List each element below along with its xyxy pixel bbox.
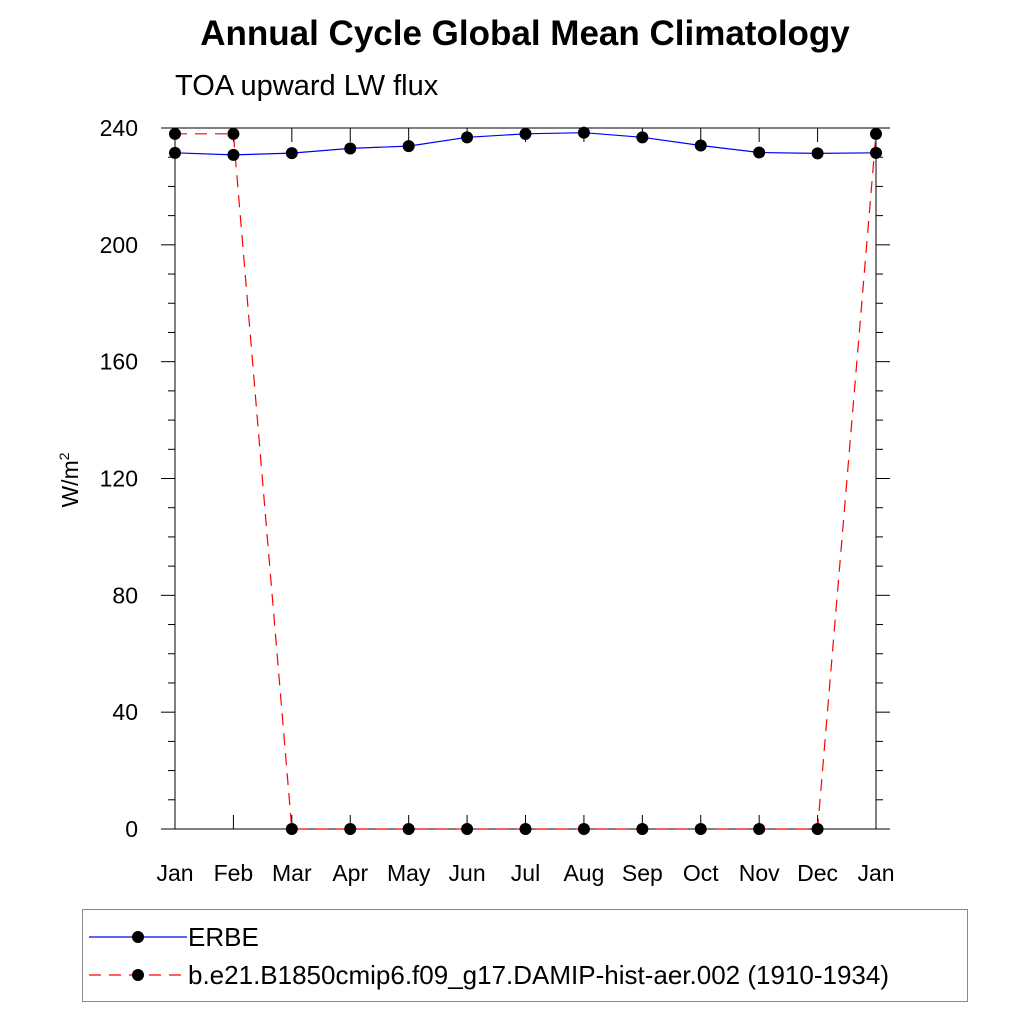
x-tick-label: Aug <box>563 860 604 886</box>
data-point-series-0 <box>636 131 649 144</box>
y-tick-label: 200 <box>100 232 138 258</box>
data-point-series-0 <box>753 146 766 159</box>
x-tick-label: Nov <box>739 860 780 886</box>
data-point-series-1 <box>461 823 474 835</box>
legend-item-erbe: ERBE <box>83 919 969 955</box>
data-point-series-1 <box>636 823 649 835</box>
legend-marker-model <box>89 969 187 981</box>
x-tick-label: Apr <box>332 860 368 886</box>
y-tick-label: 80 <box>112 582 138 608</box>
data-point-series-0 <box>344 142 357 155</box>
x-tick-label: Oct <box>683 860 719 886</box>
legend-marker-erbe <box>89 931 187 943</box>
y-tick-label: 0 <box>125 816 138 842</box>
x-tick-label: Dec <box>797 860 838 886</box>
data-point-series-1 <box>169 127 181 140</box>
y-tick-label: 40 <box>112 699 138 725</box>
x-tick-label: Jan <box>156 860 193 886</box>
data-point-series-1 <box>753 823 766 835</box>
x-tick-label: Jan <box>857 860 894 886</box>
data-point-series-0 <box>870 146 882 159</box>
data-point-series-1 <box>344 823 357 835</box>
data-point-series-0 <box>285 147 298 160</box>
legend-label-erbe: ERBE <box>188 922 259 952</box>
data-point-series-0 <box>519 127 532 140</box>
y-tick-label: 160 <box>100 349 138 375</box>
data-point-series-1 <box>519 823 532 835</box>
data-point-series-1 <box>811 823 824 835</box>
data-point-series-0 <box>811 147 824 160</box>
x-tick-label: Jul <box>511 860 540 886</box>
chart-title: Annual Cycle Global Mean Climatology <box>200 14 850 53</box>
y-tick-label: 120 <box>100 466 138 492</box>
x-tick-label: May <box>387 860 431 886</box>
y-tick-label: 240 <box>100 115 138 141</box>
data-point-series-1 <box>694 823 707 835</box>
x-tick-label: Sep <box>622 860 663 886</box>
series-line-1 <box>175 133 877 830</box>
x-tick-label: Feb <box>214 860 254 886</box>
x-tick-label: Jun <box>449 860 486 886</box>
x-tick-label: Mar <box>272 860 312 886</box>
data-point-series-0 <box>577 126 590 139</box>
data-point-series-1 <box>285 823 298 835</box>
chart-subtitle: TOA upward LW flux <box>175 70 439 102</box>
data-point-series-1 <box>227 127 240 140</box>
data-point-series-1 <box>577 823 590 835</box>
legend: ERBE b.e21.B1850cmip6.f09_g17.DAMIP-hist… <box>82 909 968 1002</box>
y-axis-label: W/m2 <box>56 452 83 507</box>
data-point-series-0 <box>694 139 707 152</box>
data-point-series-0 <box>461 131 474 144</box>
plot-frame <box>174 127 877 830</box>
data-point-series-1 <box>402 823 415 835</box>
legend-item-model: b.e21.B1850cmip6.f09_g17.DAMIP-hist-aer.… <box>83 957 969 993</box>
y-axis-label-superscript: 2 <box>56 452 72 460</box>
legend-label-model: b.e21.B1850cmip6.f09_g17.DAMIP-hist-aer.… <box>188 960 889 990</box>
data-point-series-0 <box>402 140 415 153</box>
data-point-series-1 <box>870 127 882 140</box>
data-point-series-0 <box>169 146 181 159</box>
data-point-series-0 <box>227 148 240 161</box>
